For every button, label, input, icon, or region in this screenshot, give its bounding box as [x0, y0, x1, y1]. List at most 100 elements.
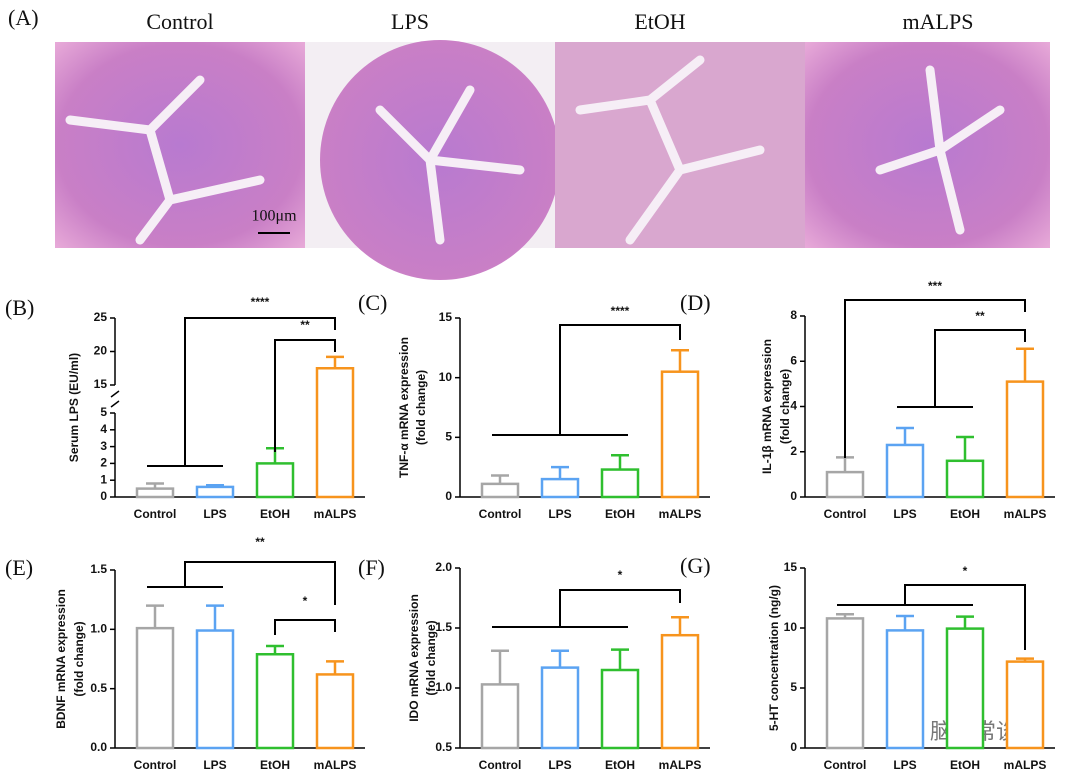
- significance-label: **: [255, 535, 265, 549]
- bar: [480, 482, 520, 499]
- x-tick-label: Control: [479, 758, 522, 772]
- y-tick-label: 4: [790, 399, 797, 413]
- y-tick-label: 5: [100, 405, 107, 419]
- x-tick-label: LPS: [203, 507, 226, 521]
- image-title: mALPS: [903, 9, 974, 34]
- image-title: LPS: [391, 9, 429, 34]
- x-tick-label: EtOH: [605, 758, 635, 772]
- y-tick-label: 15: [94, 377, 108, 391]
- bracket: [904, 584, 1026, 650]
- y-tick-label: 15: [439, 310, 453, 324]
- panel-label: (E): [5, 555, 33, 580]
- x-tick-label: EtOH: [260, 758, 290, 772]
- bar: [1005, 380, 1045, 499]
- y-axis-label: (fold change): [424, 620, 438, 695]
- y-tick-label: 0: [100, 489, 107, 503]
- bar: [885, 443, 925, 499]
- bar: [660, 633, 700, 750]
- x-tick-label: mALPS: [314, 758, 357, 772]
- bracket: [934, 329, 1026, 407]
- y-tick-label: 6: [790, 353, 797, 367]
- panel-label: (F): [358, 555, 385, 580]
- y-tick-label: 4: [100, 422, 107, 436]
- x-tick-label: mALPS: [1004, 758, 1047, 772]
- bar: [315, 673, 355, 750]
- bar: [600, 668, 640, 750]
- x-tick-label: mALPS: [314, 507, 357, 521]
- x-tick-label: EtOH: [605, 507, 635, 521]
- y-tick-label: 10: [784, 620, 798, 634]
- bracket: [559, 589, 681, 627]
- y-tick-label: 0.0: [90, 740, 107, 754]
- x-tick-label: Control: [479, 507, 522, 521]
- axis-break: [110, 400, 120, 408]
- x-tick-label: EtOH: [260, 507, 290, 521]
- y-axis-label: (fold change): [72, 621, 86, 696]
- significance-label: **: [975, 309, 985, 323]
- x-tick-label: LPS: [893, 507, 916, 521]
- panel-label: (B): [5, 295, 34, 320]
- bar: [540, 666, 580, 750]
- y-tick-label: 25: [94, 310, 108, 324]
- y-axis-label: (fold change): [414, 370, 428, 445]
- image-title: EtOH: [634, 9, 685, 34]
- bar: [195, 485, 235, 499]
- x-tick-label: EtOH: [950, 507, 980, 521]
- bar: [885, 629, 925, 750]
- panel-label: (C): [358, 290, 387, 315]
- y-tick-label: 5: [790, 680, 797, 694]
- significance-label: *: [618, 568, 623, 582]
- y-tick-label: 0: [790, 489, 797, 503]
- bar: [315, 367, 355, 499]
- x-tick-label: mALPS: [659, 758, 702, 772]
- panel-label: (D): [680, 290, 711, 315]
- significance-label: ****: [611, 304, 630, 318]
- bar: [135, 487, 175, 499]
- y-tick-label: 20: [94, 344, 108, 358]
- bar: [255, 653, 295, 750]
- x-tick-label: LPS: [548, 758, 571, 772]
- x-tick-label: Control: [134, 507, 177, 521]
- bar: [600, 468, 640, 499]
- y-axis-label: 5-HT concentration (ng/g): [767, 585, 781, 731]
- y-tick-label: 8: [790, 308, 797, 322]
- bar: [660, 370, 700, 499]
- y-tick-label: 0.5: [435, 740, 452, 754]
- x-tick-label: LPS: [893, 758, 916, 772]
- y-axis-label: IL-1β mRNA expression: [760, 339, 774, 474]
- bracket: [559, 324, 681, 435]
- histology-panels: [55, 40, 1050, 280]
- bracket: [274, 619, 336, 635]
- y-axis-label: IDO mRNA expression: [407, 594, 421, 722]
- x-tick-label: Control: [134, 758, 177, 772]
- significance-label: ***: [928, 279, 942, 293]
- x-tick-label: Control: [824, 507, 867, 521]
- x-tick-label: EtOH: [950, 758, 980, 772]
- x-tick-label: Control: [824, 758, 867, 772]
- x-tick-label: LPS: [203, 758, 226, 772]
- y-tick-label: 0: [790, 740, 797, 754]
- scale-bar-label: 100μm: [251, 208, 297, 225]
- y-axis-label: TNF-α mRNA expression: [397, 337, 411, 478]
- significance-label: ****: [251, 295, 270, 309]
- bar: [945, 627, 985, 750]
- significance-label: *: [963, 564, 968, 578]
- y-axis-label: Serum LPS (EU/ml): [67, 353, 81, 462]
- y-tick-label: 10: [439, 370, 453, 384]
- y-tick-label: 2: [100, 456, 107, 470]
- y-axis-label: BDNF mRNA expression: [54, 589, 68, 729]
- y-tick-label: 1: [100, 472, 107, 486]
- x-tick-label: mALPS: [659, 507, 702, 521]
- y-tick-label: 5: [445, 430, 452, 444]
- y-tick-label: 2: [790, 444, 797, 458]
- y-tick-label: 1.5: [90, 562, 107, 576]
- y-tick-label: 1.0: [90, 622, 107, 636]
- bar: [480, 683, 520, 750]
- bracket: [274, 339, 336, 452]
- y-tick-label: 1.0: [435, 680, 452, 694]
- x-tick-label: mALPS: [1004, 507, 1047, 521]
- lumen: [65, 55, 1005, 245]
- bar: [135, 626, 175, 750]
- significance-label: **: [300, 318, 310, 332]
